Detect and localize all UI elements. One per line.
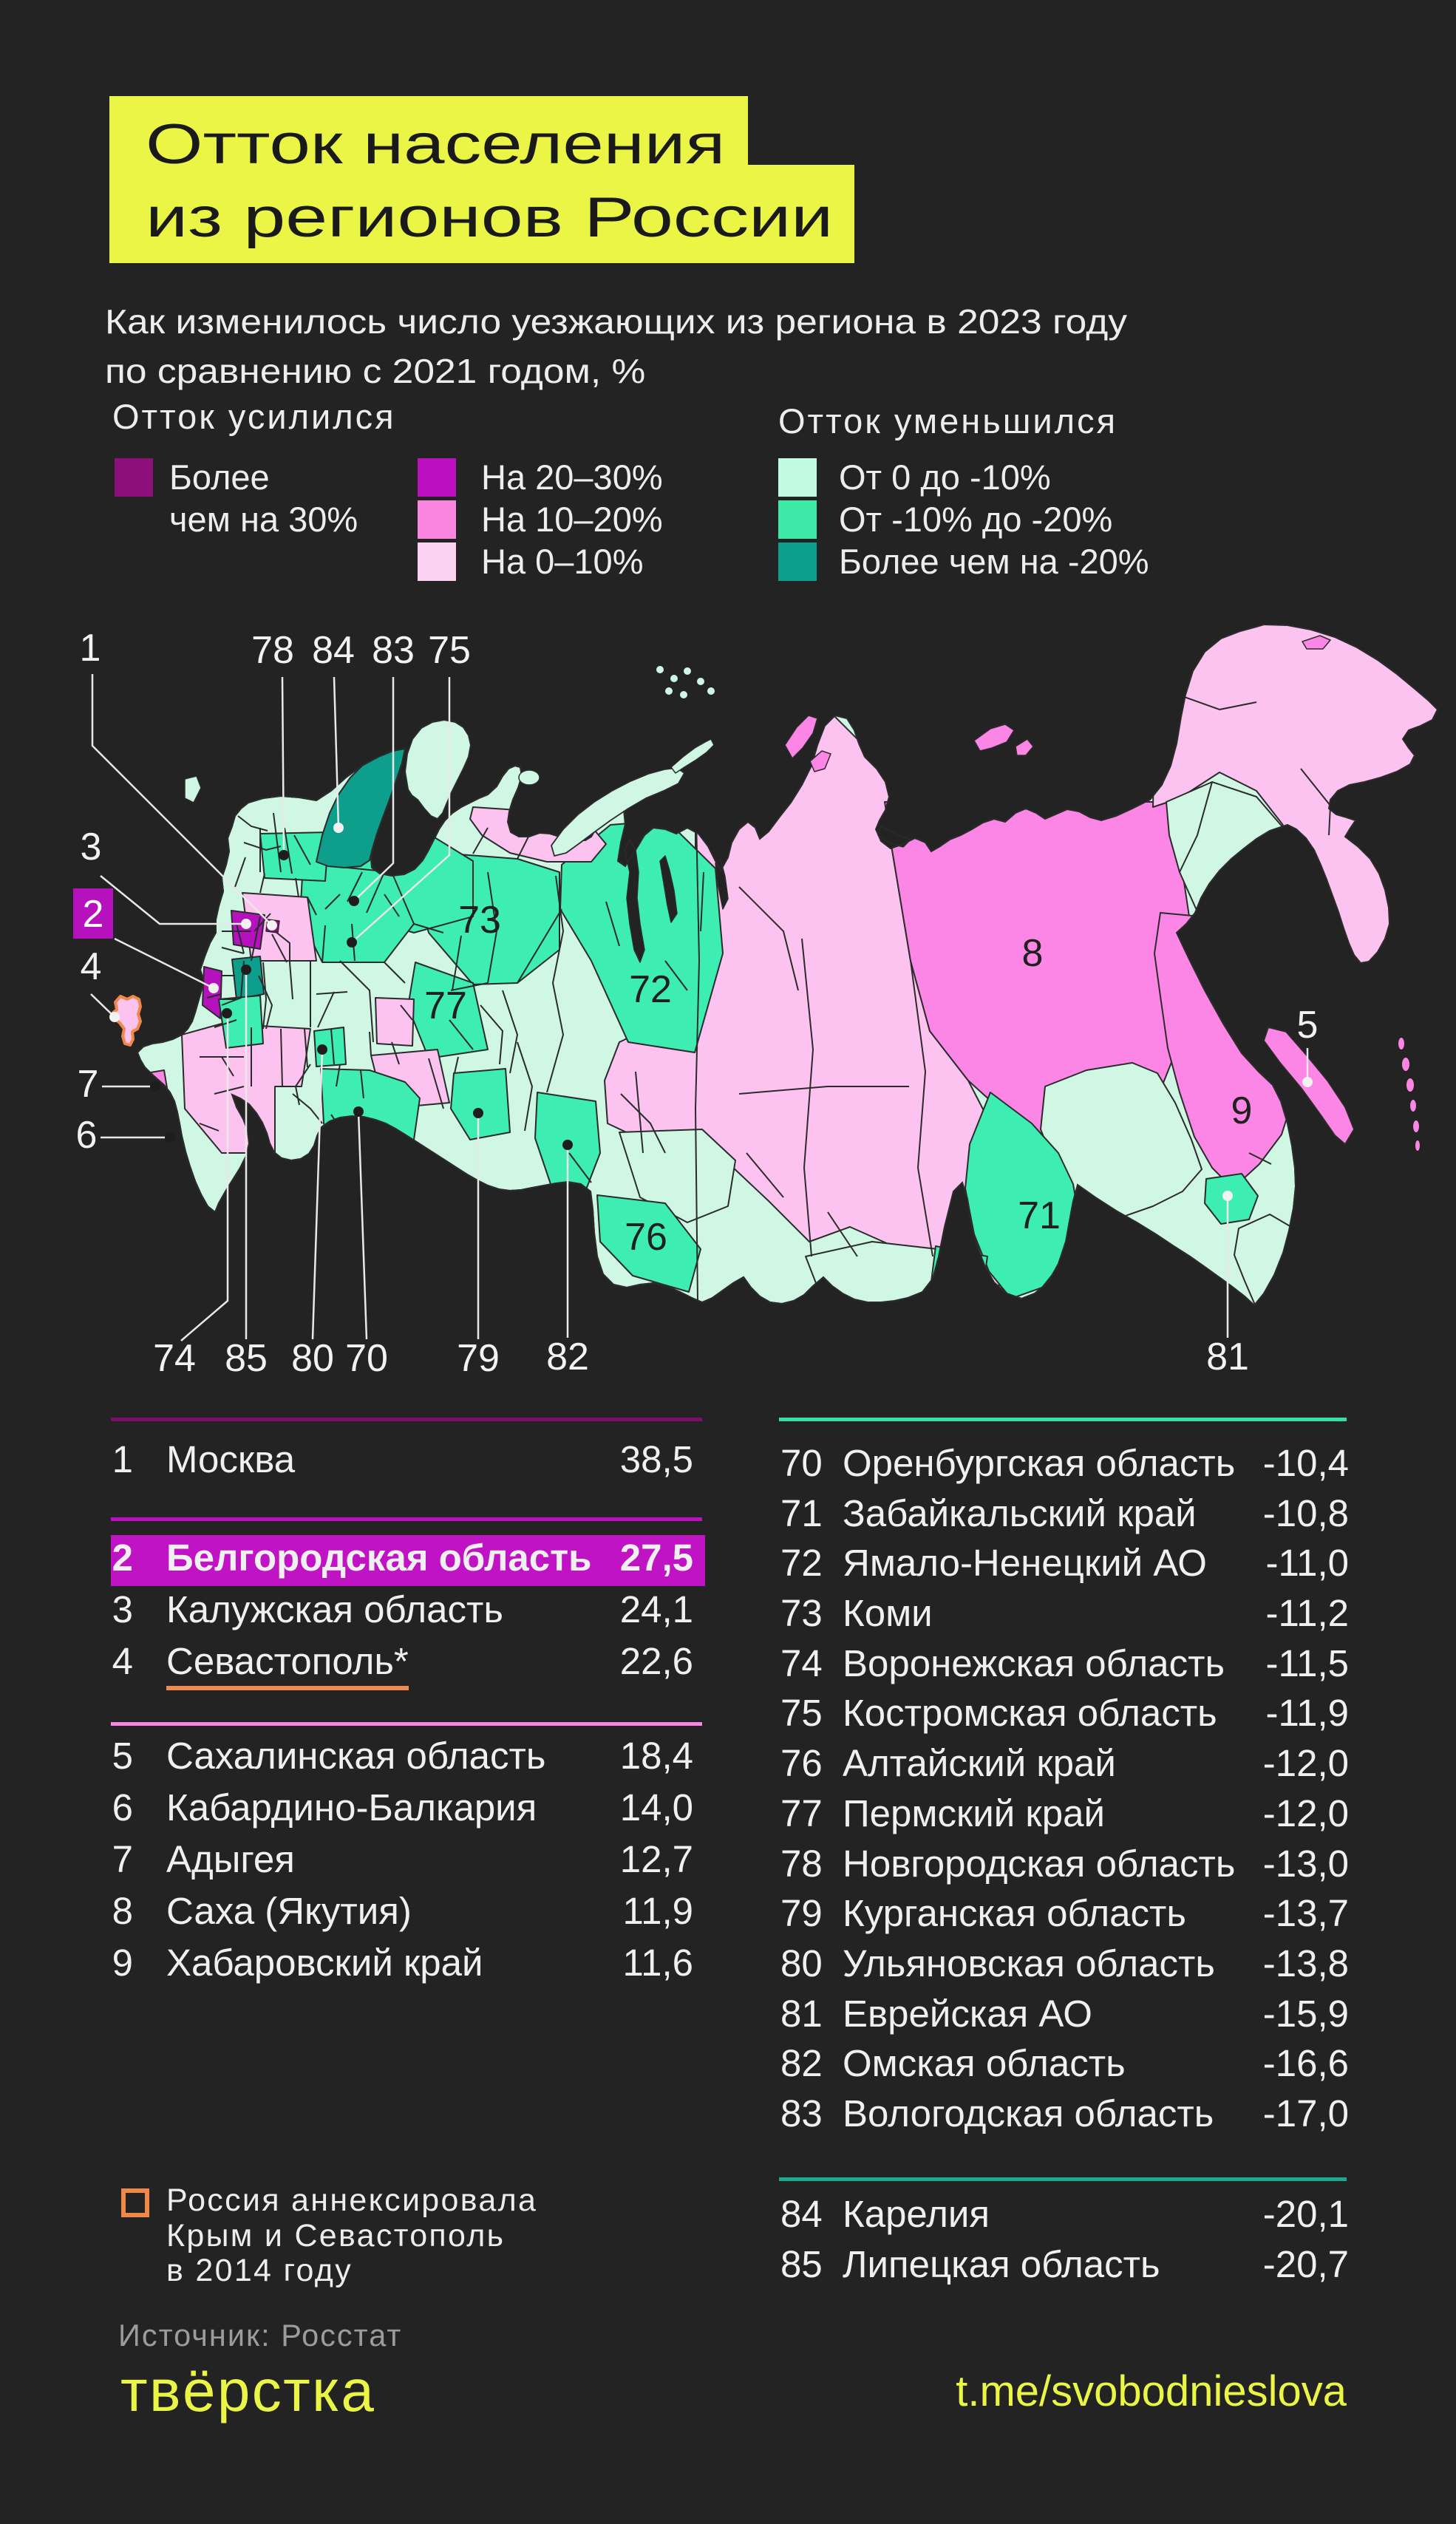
svg-text:6: 6 xyxy=(76,1114,98,1157)
svg-text:82: 82 xyxy=(546,1336,589,1378)
svg-text:74: 74 xyxy=(153,1337,196,1380)
svg-text:3: 3 xyxy=(81,826,102,868)
svg-text:83: 83 xyxy=(372,629,415,672)
svg-text:76: 76 xyxy=(625,1216,667,1259)
svg-text:75: 75 xyxy=(428,629,471,672)
svg-text:7: 7 xyxy=(78,1063,99,1106)
svg-text:71: 71 xyxy=(1018,1194,1061,1237)
svg-text:84: 84 xyxy=(312,629,355,672)
svg-text:73: 73 xyxy=(458,899,501,942)
svg-text:70: 70 xyxy=(345,1337,388,1380)
svg-text:78: 78 xyxy=(251,629,294,672)
svg-text:5: 5 xyxy=(1297,1004,1319,1047)
svg-text:80: 80 xyxy=(291,1337,334,1380)
svg-text:1: 1 xyxy=(80,627,101,670)
svg-text:9: 9 xyxy=(1231,1089,1253,1132)
svg-text:8: 8 xyxy=(1022,932,1044,975)
svg-text:81: 81 xyxy=(1206,1336,1249,1378)
svg-text:72: 72 xyxy=(629,968,672,1011)
svg-text:77: 77 xyxy=(424,984,467,1027)
svg-text:2: 2 xyxy=(83,893,104,936)
svg-text:79: 79 xyxy=(457,1337,500,1380)
svg-text:85: 85 xyxy=(225,1337,268,1380)
svg-text:4: 4 xyxy=(81,945,102,988)
